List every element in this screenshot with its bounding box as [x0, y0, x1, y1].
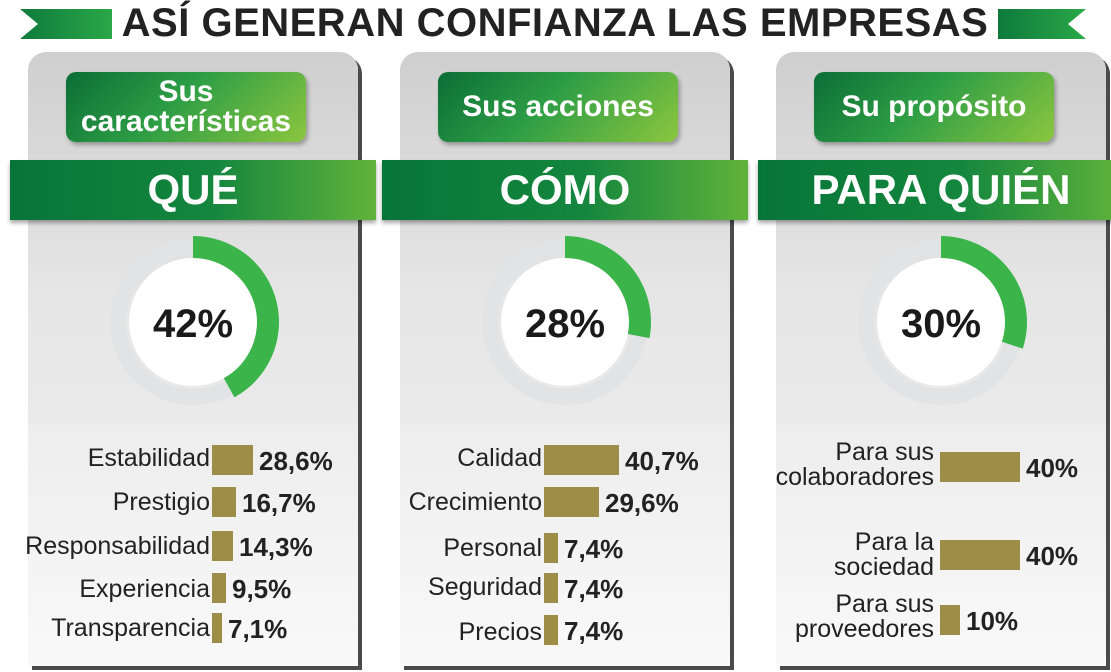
caption-para-quien: Su propósito: [814, 72, 1054, 142]
value-personal: 7,4%: [564, 534, 624, 564]
value-calidad: 40,7%: [625, 446, 699, 476]
bar-seguridad: [544, 573, 558, 603]
heading-para-quien: PARA QUIÉN: [758, 160, 1111, 220]
label-calidad: Calidad: [457, 444, 542, 472]
bar-experiencia: [212, 573, 226, 603]
bar-responsabilidad: [212, 531, 233, 561]
bar-proveedores: [940, 605, 960, 635]
title-arrow-right: [998, 9, 1086, 39]
caption-que: Sus características: [66, 72, 306, 142]
value-estabilidad: 28,6%: [259, 446, 333, 476]
bar-personal: [544, 533, 558, 563]
label-sociedad-line2: sociedad: [833, 553, 934, 581]
value-colaboradores: 40%: [1026, 453, 1079, 483]
caption-como: Sus acciones: [438, 72, 678, 142]
donut-chart-que: 42%: [110, 236, 279, 405]
value-responsabilidad: 14,3%: [239, 532, 313, 562]
caption-que-line2: características: [80, 105, 292, 138]
label-proveedores-line1: Para sus: [835, 590, 934, 618]
label-seguridad: Seguridad: [428, 573, 542, 601]
label-sociedad-line1: Para la: [854, 528, 934, 556]
donut-chart-como: 28%: [482, 236, 651, 405]
value-sociedad: 40%: [1026, 541, 1079, 571]
label-sociedad: Para la sociedad: [834, 530, 934, 580]
title-row: ASÍ GENERAN CONFIANZA LAS EMPRESAS: [0, 0, 1111, 46]
heading-que: QUÉ: [10, 160, 376, 220]
caption-como-line1: Sus acciones: [462, 90, 654, 123]
value-crecimiento: 29,6%: [605, 488, 679, 518]
value-experiencia: 9,5%: [232, 574, 292, 604]
label-personal: Personal: [443, 534, 542, 562]
label-colaboradores-line2: colaboradores: [775, 463, 934, 491]
donut-label-para-quien: 30%: [901, 302, 981, 346]
title-arrow-left: [20, 9, 112, 39]
label-proveedores: Para sus proveedores: [795, 592, 934, 642]
bar-calidad: [544, 445, 619, 475]
label-prestigio: Prestigio: [112, 488, 210, 516]
panel-lower-que: [28, 424, 358, 666]
donut-arc-que: [193, 236, 279, 398]
label-crecimiento: Crecimiento: [408, 488, 542, 516]
main-title: ASÍ GENERAN CONFIANZA LAS EMPRESAS: [121, 1, 989, 45]
donut-label-que: 42%: [153, 302, 233, 346]
value-proveedores: 10%: [966, 606, 1019, 636]
label-responsabilidad: Responsabilidad: [25, 532, 210, 560]
panel-que: Sus características QUÉ 42% Estabilidad …: [10, 52, 376, 666]
caption-para-quien-line1: Su propósito: [841, 90, 1027, 123]
label-estabilidad: Estabilidad: [87, 444, 210, 472]
donut-chart-para-quien: 30%: [858, 236, 1027, 405]
bar-colaboradores: [940, 452, 1020, 482]
donut-arc-para-quien: [941, 236, 1027, 349]
value-transparencia: 7,1%: [228, 614, 288, 644]
value-seguridad: 7,4%: [564, 574, 624, 604]
value-precios: 7,4%: [564, 616, 624, 646]
donut-center-que: [129, 258, 257, 386]
bar-estabilidad: [212, 445, 253, 475]
label-experiencia: Experiencia: [79, 575, 210, 603]
heading-como: CÓMO: [382, 160, 748, 220]
bar-transparencia: [212, 613, 222, 643]
label-transparencia: Transparencia: [51, 614, 210, 642]
label-colaboradores-line1: Para sus: [835, 438, 934, 466]
value-prestigio: 16,7%: [242, 488, 316, 518]
panel-como: Sus acciones CÓMO 28% Calidad 40,7% Crec…: [382, 52, 748, 666]
bar-precios: [544, 615, 558, 645]
panel-para-quien: Su propósito PARA QUIÉN 30% Para sus col…: [758, 52, 1111, 666]
donut-center-para-quien: [877, 258, 1005, 386]
bar-prestigio: [212, 487, 236, 517]
donut-arc-como: [565, 236, 651, 339]
bar-sociedad: [940, 540, 1020, 570]
label-precios: Precios: [458, 618, 542, 646]
donut-label-como: 28%: [525, 302, 605, 346]
caption-que-line1: Sus: [158, 75, 214, 108]
label-colaboradores: Para sus colaboradores: [776, 440, 934, 490]
label-proveedores-line2: proveedores: [795, 615, 934, 643]
bar-crecimiento: [544, 487, 599, 517]
donut-center-como: [501, 258, 629, 386]
